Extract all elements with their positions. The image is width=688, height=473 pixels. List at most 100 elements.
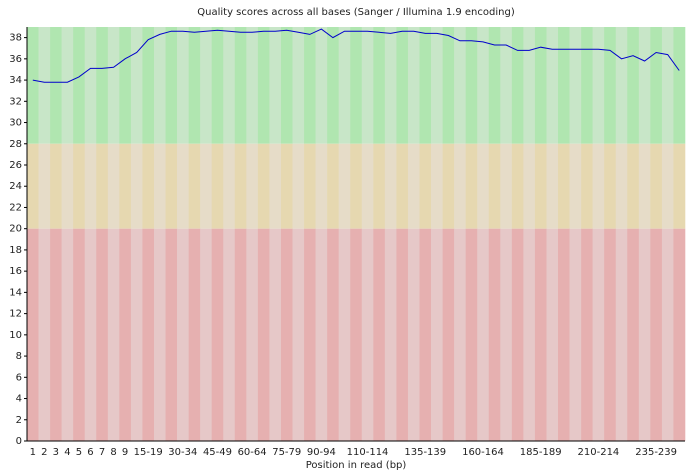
quality-zone — [396, 228, 409, 441]
quality-zone — [431, 143, 443, 229]
x-tick-label: 45-49 — [203, 447, 232, 458]
quality-zone — [627, 27, 640, 144]
quality-zone — [223, 143, 236, 229]
x-tick-label: 8 — [110, 447, 116, 458]
quality-zone — [130, 27, 143, 144]
quality-zone — [454, 143, 466, 229]
quality-zone — [569, 143, 582, 229]
quality-zone — [84, 27, 97, 144]
quality-zone — [350, 27, 363, 144]
x-tick-label: 30-34 — [168, 447, 197, 458]
quality-zone — [361, 228, 374, 441]
y-tick-label: 12 — [9, 309, 22, 320]
quality-zone — [673, 228, 686, 441]
quality-zone — [511, 27, 524, 144]
quality-zone — [419, 228, 432, 441]
y-tick-label: 30 — [9, 118, 22, 129]
quality-zone — [407, 143, 420, 229]
quality-zone — [188, 143, 201, 229]
quality-zone — [661, 27, 674, 144]
quality-zone — [96, 27, 109, 144]
x-tick-label: 6 — [87, 447, 93, 458]
y-tick-label: 0 — [16, 436, 22, 447]
x-axis-label: Position in read (bp) — [306, 460, 407, 471]
quality-zone — [27, 27, 39, 144]
quality-zone — [592, 228, 605, 441]
quality-zone — [142, 27, 155, 144]
quality-zone — [257, 228, 270, 441]
quality-zone — [327, 228, 339, 441]
quality-zone — [569, 27, 582, 144]
quality-zone — [165, 228, 178, 441]
x-tick-label: 1 — [30, 447, 36, 458]
quality-zone — [200, 27, 213, 144]
y-tick-label: 38 — [9, 33, 22, 44]
x-tick-label: 160-164 — [462, 447, 504, 458]
quality-zone — [50, 228, 62, 441]
quality-zone — [604, 27, 617, 144]
quality-zone — [477, 228, 490, 441]
quality-zone — [361, 27, 374, 144]
x-tick-label: 90-94 — [307, 447, 336, 458]
quality-zone — [246, 143, 259, 229]
quality-zone — [269, 228, 282, 441]
quality-zone — [650, 228, 663, 441]
quality-zone — [38, 228, 51, 441]
quality-zone — [27, 228, 39, 441]
quality-zone — [581, 27, 593, 144]
quality-zone — [465, 228, 478, 441]
quality-zone — [269, 27, 282, 144]
quality-zone — [523, 143, 536, 229]
quality-zone — [234, 143, 247, 229]
y-tick-label: 10 — [9, 330, 22, 341]
x-tick-label: 210-214 — [578, 447, 620, 458]
quality-zone — [107, 228, 120, 441]
quality-zone — [304, 27, 316, 144]
median-line — [32, 28, 680, 83]
quality-zone — [338, 228, 351, 441]
quality-zone — [373, 143, 386, 229]
quality-zone — [604, 143, 617, 229]
quality-zone — [384, 143, 397, 229]
x-tick-label: 75-79 — [272, 447, 301, 458]
quality-zone — [188, 27, 201, 144]
quality-zone — [396, 27, 409, 144]
quality-zone — [257, 143, 270, 229]
y-tick-label: 14 — [9, 287, 22, 298]
quality-zone — [234, 228, 247, 441]
quality-zone — [477, 143, 490, 229]
quality-zone — [142, 228, 155, 441]
y-tick-label: 28 — [9, 139, 22, 150]
quality-zone — [419, 143, 432, 229]
quality-zone — [211, 143, 224, 229]
quality-zone — [165, 143, 178, 229]
quality-zone — [615, 143, 628, 229]
quality-zone — [327, 27, 339, 144]
quality-zone — [350, 228, 363, 441]
quality-zone — [592, 143, 605, 229]
quality-zone — [604, 228, 617, 441]
quality-zone — [188, 228, 201, 441]
quality-zone — [338, 27, 351, 144]
quality-zone — [627, 143, 640, 229]
y-tick-label: 6 — [16, 372, 22, 383]
quality-zone — [431, 27, 443, 144]
quality-zone — [50, 143, 62, 229]
quality-zone — [119, 27, 132, 144]
x-tick-label: 110-114 — [347, 447, 389, 458]
quality-zone — [350, 143, 363, 229]
quality-zone — [211, 228, 224, 441]
quality-zone — [315, 27, 328, 144]
quality-zone — [442, 228, 455, 441]
quality-zone — [627, 228, 640, 441]
quality-zone — [546, 228, 559, 441]
quality-zone — [558, 27, 570, 144]
quality-zone — [373, 27, 386, 144]
quality-zone — [546, 27, 559, 144]
quality-zone — [673, 27, 686, 144]
quality-zone — [73, 27, 86, 144]
quality-zone — [546, 143, 559, 229]
quality-zone — [558, 143, 570, 229]
quality-zone — [558, 228, 570, 441]
